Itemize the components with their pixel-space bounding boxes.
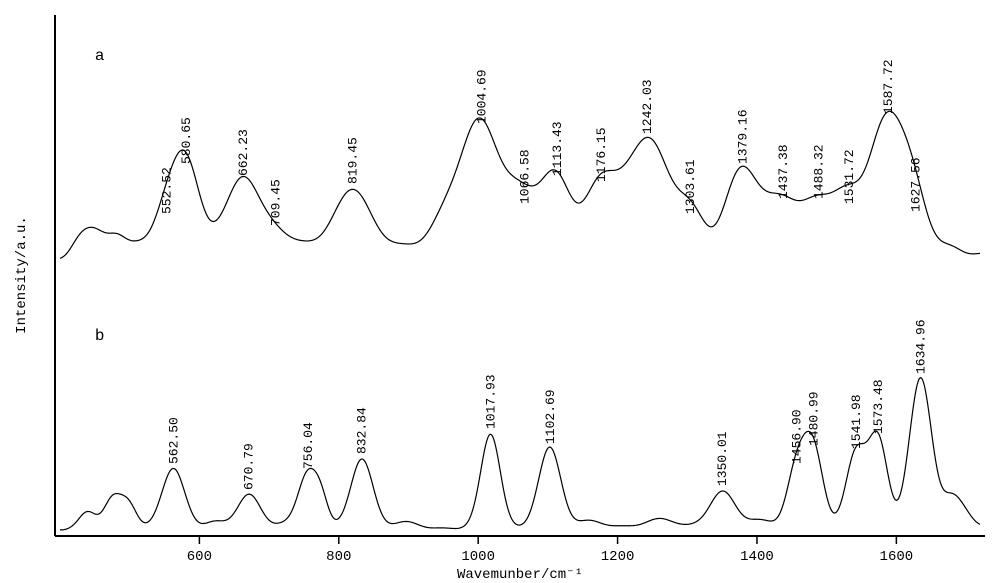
- peak-label: 1634.96: [914, 319, 929, 374]
- peak-label: 1303.61: [683, 159, 698, 214]
- peak-label: 1350.01: [715, 431, 730, 486]
- peak-label: 709.45: [269, 179, 284, 226]
- peak-label: 1480.99: [806, 391, 821, 446]
- peak-label: 580.65: [179, 117, 194, 164]
- peak-label: 1242.03: [640, 79, 655, 134]
- peak-label: 562.50: [166, 417, 181, 464]
- x-tick-label: 1000: [461, 549, 495, 565]
- peak-label: 1531.72: [842, 149, 857, 204]
- peak-label: 1437.38: [776, 144, 791, 199]
- chart-svg: 600 800 1000 1200 1400 1600 Wavemunber/cm⁻¹ Int…: [0, 0, 1000, 583]
- peak-label: 1017.93: [484, 374, 499, 429]
- panel-label-b: b: [95, 327, 105, 345]
- x-tick-label: 1200: [601, 549, 635, 565]
- peak-label: 1541.98: [849, 394, 864, 449]
- x-tick-label: 1400: [740, 549, 774, 565]
- peak-label: 1066.58: [518, 149, 533, 204]
- peak-label: 1176.15: [594, 127, 609, 182]
- x-tick-label: 600: [187, 549, 212, 565]
- peak-label: 1488.32: [812, 144, 827, 199]
- y-axis-label: Intensity/a.u.: [14, 216, 30, 334]
- peak-label: 552.52: [159, 167, 174, 214]
- peak-label: 1587.72: [881, 59, 896, 114]
- peak-label: 670.79: [242, 443, 257, 490]
- peak-label: 1573.48: [871, 379, 886, 434]
- peak-label: 756.04: [301, 422, 316, 469]
- panel-label-a: a: [95, 47, 105, 65]
- spectrum-chart: 600 800 1000 1200 1400 1600 Wavemunber/cm⁻¹ Int…: [0, 0, 1000, 583]
- spectrum-b: [60, 378, 980, 530]
- peak-label: 662.23: [236, 129, 251, 176]
- x-axis-label: Wavemunber/cm⁻¹: [457, 567, 583, 583]
- peak-label: 1627.56: [909, 157, 924, 212]
- x-tick-label: 1600: [880, 549, 914, 565]
- peak-label: 832.84: [355, 407, 370, 454]
- x-tick-label: 800: [326, 549, 351, 565]
- peak-label: 1456.90: [790, 409, 805, 464]
- peak-label: 819.45: [345, 137, 360, 184]
- peak-label: 1004.69: [474, 69, 489, 124]
- peak-label: 1379.16: [735, 109, 750, 164]
- peak-label: 1102.69: [543, 389, 558, 444]
- peak-label: 1113.43: [550, 121, 565, 176]
